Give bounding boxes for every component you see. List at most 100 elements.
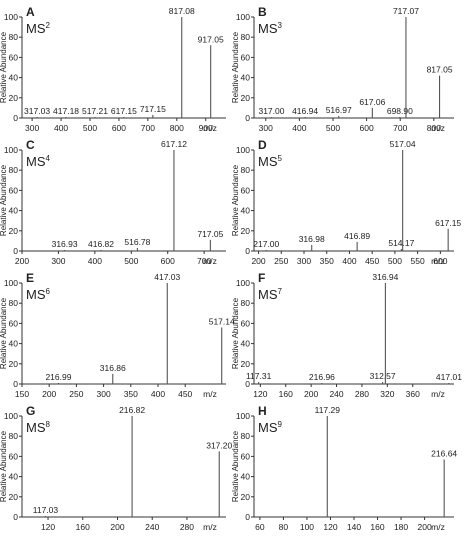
y-tick-label: 40 <box>241 472 251 482</box>
y-axis-label: Relative Abundance <box>231 164 240 236</box>
y-axis-label: Relative Abundance <box>231 297 240 369</box>
y-tick-label: 0 <box>13 113 18 123</box>
peak-label: 698.90 <box>387 106 413 116</box>
y-tick-label: 60 <box>241 451 251 461</box>
x-tick-label: 400 <box>292 123 306 133</box>
x-tick-label: 300 <box>259 123 273 133</box>
x-axis-label: m/z <box>431 123 445 133</box>
x-tick-label: 200 <box>304 389 318 399</box>
y-tick-label: 20 <box>241 492 251 502</box>
x-tick-label: 400 <box>151 389 165 399</box>
x-axis-label: m/z <box>431 522 445 532</box>
panel-e: 0 20 40 60 80 100 150 200 250 300 350 400 450 m/z Rela… <box>0 271 235 399</box>
x-tick-label: 160 <box>370 522 384 532</box>
peak-label: 717.07 <box>393 6 419 16</box>
x-axis-label: m/z <box>431 256 445 266</box>
x-tick-label: 280 <box>355 389 369 399</box>
y-axis-label: Relative Abundance <box>0 430 8 502</box>
y-tick-label: 80 <box>241 32 251 42</box>
x-tick-label: 500 <box>124 256 138 266</box>
peak-label: 516.97 <box>326 105 352 115</box>
x-tick-label: 600 <box>433 256 447 266</box>
peak-label: 216.96 <box>309 372 335 382</box>
peak-label: 417.18 <box>53 106 79 116</box>
x-tick-label: 400 <box>342 256 356 266</box>
y-tick-label: 40 <box>9 472 19 482</box>
y-tick-label: 20 <box>9 359 19 369</box>
peak-label: 117.31 <box>246 371 272 381</box>
y-tick-label: 20 <box>9 226 19 236</box>
y-tick-label: 80 <box>9 298 19 308</box>
peak-label: 817.08 <box>169 6 195 16</box>
ms-stage-text: MS <box>26 21 46 36</box>
y-tick-label: 20 <box>9 93 19 103</box>
peak-label: 317.03 <box>24 106 50 116</box>
x-axis-label: m/z <box>203 123 217 133</box>
x-tick-label: 500 <box>83 123 97 133</box>
panel-letter: G <box>26 404 35 418</box>
x-tick-label: 160 <box>76 522 90 532</box>
y-tick-label: 40 <box>241 339 251 349</box>
x-tick-label: 300 <box>97 389 111 399</box>
y-tick-label: 100 <box>4 12 18 22</box>
x-tick-label: 360 <box>406 389 420 399</box>
y-tick-label: 100 <box>236 12 250 22</box>
y-tick-label: 100 <box>236 411 250 421</box>
panel-letter: A <box>26 5 35 19</box>
x-tick-label: 600 <box>360 123 374 133</box>
x-tick-label: 200 <box>42 389 56 399</box>
ms-stage-label: MS4 <box>26 154 51 169</box>
x-tick-label: 180 <box>394 522 408 532</box>
y-tick-label: 40 <box>9 339 19 349</box>
panel-letter: E <box>26 271 34 285</box>
y-tick-label: 80 <box>9 32 19 42</box>
x-tick-label: 500 <box>388 256 402 266</box>
x-tick-label: 700 <box>141 123 155 133</box>
y-tick-label: 0 <box>13 512 18 522</box>
x-tick-label: 320 <box>380 389 394 399</box>
y-tick-label: 80 <box>241 431 251 441</box>
x-tick-label: 200 <box>15 256 29 266</box>
y-tick-label: 100 <box>4 278 18 288</box>
y-tick-label: 80 <box>9 431 19 441</box>
x-tick-label: 120 <box>41 522 55 532</box>
peak-label: 416.94 <box>292 106 318 116</box>
panel-letter: C <box>26 138 35 152</box>
y-tick-label: 20 <box>9 492 19 502</box>
x-tick-label: 600 <box>161 256 175 266</box>
ms-stage-superscript: 3 <box>278 21 283 30</box>
panel-letter: H <box>258 404 267 418</box>
y-tick-label: 20 <box>241 93 251 103</box>
x-tick-label: 280 <box>180 522 194 532</box>
peak-label: 416.89 <box>344 231 370 241</box>
peak-label: 617.15 <box>111 106 137 116</box>
peak-label: 717.05 <box>197 229 223 239</box>
y-axis-label: Relative Abundance <box>231 430 240 502</box>
panel-letter: D <box>258 138 267 152</box>
x-tick-label: 240 <box>145 522 159 532</box>
ms-stage-superscript: 6 <box>46 287 51 296</box>
x-tick-label: 550 <box>411 256 425 266</box>
y-axis-label: Relative Abundance <box>0 164 8 236</box>
y-tick-label: 40 <box>241 206 251 216</box>
x-tick-label: 150 <box>15 389 29 399</box>
x-axis-label: m/z <box>203 522 217 532</box>
x-tick-label: 600 <box>112 123 126 133</box>
peak-label: 317.00 <box>258 106 284 116</box>
peak-label: 517.21 <box>82 106 108 116</box>
x-tick-label: 80 <box>279 522 289 532</box>
x-tick-label: 500 <box>326 123 340 133</box>
x-tick-label: 800 <box>170 123 184 133</box>
x-tick-label: 120 <box>253 389 267 399</box>
ms-stage-text: MS <box>258 287 278 302</box>
y-tick-label: 80 <box>241 298 251 308</box>
ms-stage-text: MS <box>258 420 278 435</box>
x-tick-label: 900 <box>199 123 213 133</box>
peak-label: 514.17 <box>388 238 414 248</box>
x-tick-label: 350 <box>320 256 334 266</box>
peak-label: 316.98 <box>299 234 325 244</box>
x-tick-label: 400 <box>88 256 102 266</box>
